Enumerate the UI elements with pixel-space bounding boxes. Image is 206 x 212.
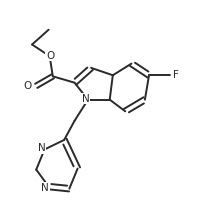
Text: N: N <box>37 143 45 153</box>
Text: O: O <box>46 51 54 61</box>
Text: N: N <box>41 183 49 193</box>
Text: N: N <box>82 93 89 104</box>
Text: F: F <box>173 70 178 80</box>
Text: O: O <box>24 81 32 92</box>
